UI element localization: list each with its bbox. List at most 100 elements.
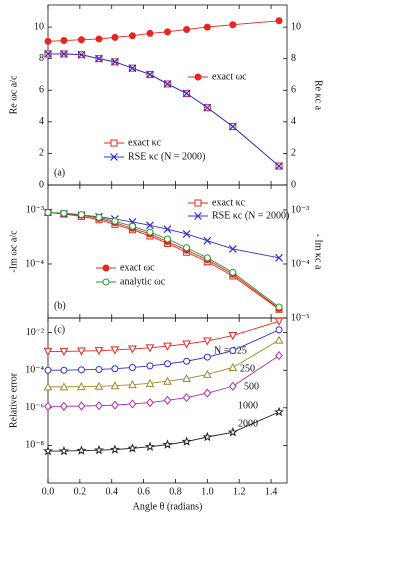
legend-marker — [102, 278, 110, 286]
y-tick-label: 4 — [39, 116, 44, 127]
x-tick-label: 0.6 — [137, 486, 150, 497]
data-point — [109, 444, 120, 454]
y2-tick-label: 6 — [291, 85, 296, 96]
data-point — [145, 344, 155, 353]
data-point — [44, 366, 52, 374]
data-point — [275, 162, 283, 170]
data-point — [202, 369, 212, 378]
data-point — [203, 23, 211, 31]
data-point — [128, 345, 137, 354]
data-point — [128, 380, 137, 389]
data-point — [182, 374, 191, 383]
y-tick-label: 2 — [39, 148, 44, 159]
series-line — [48, 411, 280, 452]
data-point — [182, 393, 191, 403]
series-line — [47, 211, 280, 308]
data-point — [203, 254, 211, 262]
series-line — [47, 211, 280, 309]
legend-label: exact κc — [212, 197, 246, 208]
legend-label: exact κc — [128, 137, 162, 148]
data-point — [145, 441, 155, 451]
data-point — [44, 401, 52, 411]
series-line — [48, 53, 280, 167]
data-point — [228, 122, 237, 131]
legend-label: exact ωc — [120, 262, 155, 273]
data-point — [59, 382, 69, 391]
data-point — [77, 366, 85, 374]
legend-marker — [110, 139, 118, 147]
series-line — [47, 211, 280, 310]
x-tick-label: 1.0 — [201, 486, 214, 497]
data-point — [110, 346, 120, 355]
x-tick-label: 0.8 — [169, 486, 182, 497]
y2-tick-label: 2 — [291, 148, 296, 159]
data-point — [60, 209, 68, 217]
y-tick-label: 10⁻⁸ — [25, 440, 44, 451]
data-point — [274, 317, 284, 326]
y-tick-label: 10 — [34, 21, 44, 32]
legend-marker — [194, 73, 202, 81]
legend-label: RSE κc (N = 2000) — [128, 151, 205, 162]
panel-label: (b) — [54, 300, 66, 311]
data-point — [43, 347, 53, 356]
y-axis-label: Re ωc a/c — [8, 75, 19, 114]
x-tick-label: 0.0 — [42, 486, 55, 497]
data-point — [110, 57, 119, 66]
data-point — [128, 363, 136, 371]
legend-marker — [102, 264, 110, 272]
legend-marker — [194, 199, 202, 207]
data-point — [163, 80, 172, 88]
y2-tick-label: 4 — [291, 116, 296, 127]
data-point — [77, 382, 86, 391]
y-tick-label: 0 — [39, 179, 44, 190]
data-point — [111, 365, 119, 373]
data-point — [163, 342, 172, 351]
data-point — [77, 401, 86, 411]
legend-label: exact ωc — [212, 71, 247, 82]
data-point — [146, 70, 154, 79]
legend-marker — [110, 153, 118, 161]
data-point — [228, 245, 237, 253]
plot-frame — [47, 317, 288, 484]
data-point — [111, 217, 119, 225]
data-point — [145, 378, 155, 387]
data-point — [60, 37, 68, 45]
legend-marker — [194, 212, 202, 220]
data-point — [202, 431, 213, 442]
data-point — [60, 50, 68, 58]
x-axis-label: Angle θ (radians) — [133, 501, 203, 512]
data-point — [275, 253, 283, 262]
data-point — [164, 28, 171, 36]
y-tick-label: 10⁻⁶ — [25, 402, 44, 413]
data-point — [229, 21, 237, 29]
data-point — [146, 362, 154, 370]
y-tick-label: 10⁻² — [26, 327, 44, 338]
legend-label: analytic ωc — [120, 276, 166, 287]
data-point — [43, 445, 53, 456]
data-point — [58, 445, 69, 456]
data-point — [162, 439, 173, 449]
y-tick-label: 6 — [39, 85, 44, 96]
data-point — [95, 213, 103, 221]
data-point — [228, 362, 238, 371]
data-point — [110, 381, 120, 390]
data-point — [146, 228, 154, 236]
data-point — [183, 357, 191, 365]
data-point — [77, 50, 86, 59]
y2-tick-label: 10 — [291, 21, 301, 32]
data-point — [95, 365, 103, 373]
y2-tick-label: 10⁻³ — [291, 204, 309, 215]
y-tick-label: 8 — [39, 53, 44, 64]
data-point — [182, 230, 191, 238]
data-point — [146, 221, 154, 230]
data-point — [95, 54, 103, 63]
legend-label: RSE κc (N = 2000) — [212, 210, 289, 221]
plot-frame — [47, 184, 288, 319]
series-line — [48, 320, 280, 352]
data-point — [127, 443, 138, 453]
data-point — [77, 211, 85, 219]
data-point — [77, 347, 86, 356]
data-point — [228, 381, 237, 391]
data-point — [111, 400, 119, 410]
data-point — [76, 445, 87, 455]
